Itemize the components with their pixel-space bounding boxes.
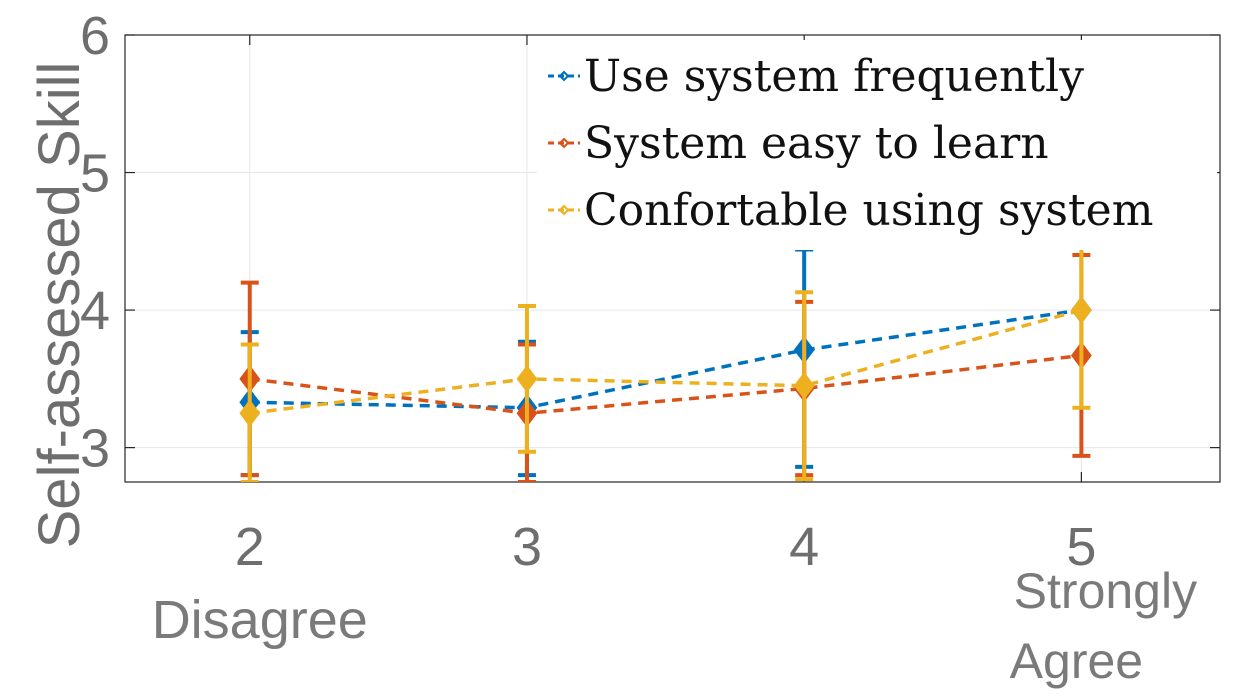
x-axis: 2 3 4 5 Disagree Strongly Agree	[152, 35, 1197, 689]
series-line	[249, 308, 1082, 415]
series-confortable-using-system	[239, 210, 1092, 482]
legend-swatch-marker	[558, 137, 570, 149]
y-axis-title: Self-assessed Skill	[27, 62, 92, 549]
category-label: Disagree	[152, 590, 368, 650]
series-line	[249, 308, 1082, 410]
legend-label: Use system frequently	[584, 51, 1084, 102]
y-tick-label: 4	[80, 281, 110, 341]
x-tick-label: 2	[235, 517, 265, 577]
y-tick-label: 5	[80, 144, 110, 204]
data-point	[516, 365, 538, 393]
category-label: Strongly Agree	[1010, 563, 1197, 689]
data-point	[793, 371, 815, 400]
y-tick-label: 3	[80, 419, 110, 479]
y-tick-label: 6	[80, 6, 110, 66]
series-group	[239, 210, 1092, 482]
legend-swatch-marker	[558, 204, 570, 216]
plot-area-frame	[124, 34, 1221, 483]
data-point	[239, 399, 261, 428]
series-clip	[239, 210, 1092, 482]
data-point	[1071, 296, 1092, 324]
legend: Use system frequently System easy to lear…	[537, 40, 1217, 250]
legend-swatch-marker	[558, 70, 570, 82]
legend-label: Confortable using system	[584, 185, 1153, 236]
x-tick-label: 3	[512, 517, 542, 577]
x-tick-label: 4	[789, 517, 819, 577]
legend-box	[537, 40, 1217, 250]
series-use-system-frequently	[239, 247, 1092, 478]
y-axis: 3 4 5 6	[80, 6, 1220, 479]
x-tick-label: 5	[1066, 517, 1096, 577]
legend-label: System easy to learn	[584, 118, 1049, 169]
